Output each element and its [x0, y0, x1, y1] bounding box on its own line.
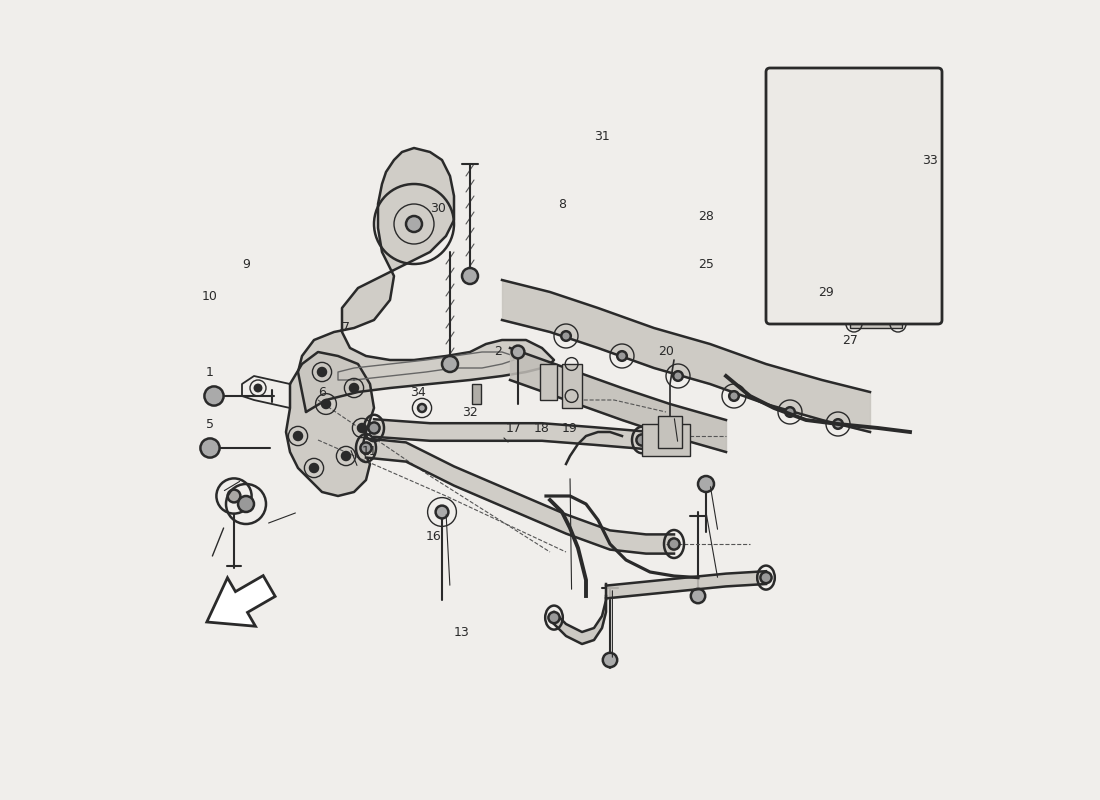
- Circle shape: [785, 407, 795, 417]
- Text: 5: 5: [206, 418, 214, 430]
- Circle shape: [368, 422, 379, 434]
- Text: 28: 28: [698, 210, 714, 222]
- FancyBboxPatch shape: [766, 68, 942, 324]
- Circle shape: [729, 391, 739, 401]
- Text: 9: 9: [242, 258, 250, 270]
- Polygon shape: [286, 352, 374, 496]
- Circle shape: [361, 442, 372, 454]
- Text: 16: 16: [426, 530, 442, 542]
- Circle shape: [637, 434, 648, 446]
- Circle shape: [350, 384, 358, 392]
- Text: 10: 10: [202, 290, 218, 302]
- Text: 25: 25: [698, 258, 714, 270]
- Circle shape: [834, 288, 842, 296]
- Text: 2: 2: [494, 346, 502, 358]
- Bar: [472, 384, 481, 404]
- Circle shape: [228, 490, 241, 502]
- Text: 32: 32: [462, 406, 477, 418]
- Circle shape: [418, 404, 426, 412]
- Text: 20: 20: [658, 346, 674, 358]
- Circle shape: [691, 589, 705, 603]
- Circle shape: [617, 351, 627, 361]
- Circle shape: [669, 538, 680, 550]
- Circle shape: [200, 438, 220, 458]
- Circle shape: [847, 225, 861, 239]
- Text: 19: 19: [562, 422, 578, 434]
- Text: 17: 17: [506, 422, 521, 434]
- Text: 29: 29: [818, 286, 834, 298]
- Text: 8: 8: [558, 198, 566, 210]
- Text: 11: 11: [362, 446, 378, 458]
- Circle shape: [436, 506, 449, 518]
- Circle shape: [358, 424, 366, 432]
- Text: 18: 18: [535, 422, 550, 434]
- Text: 13: 13: [454, 626, 470, 638]
- Circle shape: [549, 612, 560, 623]
- Circle shape: [342, 452, 350, 460]
- Text: 1: 1: [206, 366, 213, 378]
- Circle shape: [255, 385, 261, 391]
- Circle shape: [238, 496, 254, 512]
- Text: 30: 30: [430, 202, 446, 214]
- Bar: [540, 364, 558, 400]
- Circle shape: [322, 400, 330, 408]
- Circle shape: [318, 368, 326, 376]
- Bar: [642, 424, 690, 456]
- Circle shape: [462, 268, 478, 284]
- Circle shape: [561, 331, 571, 341]
- Circle shape: [294, 432, 302, 440]
- Polygon shape: [207, 576, 275, 626]
- Circle shape: [310, 464, 318, 472]
- Bar: [850, 256, 902, 328]
- Polygon shape: [298, 148, 554, 412]
- Text: 31: 31: [594, 130, 609, 142]
- Circle shape: [512, 346, 525, 358]
- Bar: [562, 364, 582, 408]
- Text: 7: 7: [342, 322, 350, 334]
- Circle shape: [205, 386, 223, 406]
- Text: 6: 6: [318, 386, 326, 398]
- Text: 27: 27: [843, 334, 858, 346]
- Circle shape: [673, 371, 683, 381]
- Circle shape: [406, 216, 422, 232]
- Text: 33: 33: [922, 154, 938, 166]
- Circle shape: [760, 572, 771, 583]
- Text: 34: 34: [410, 386, 426, 398]
- Circle shape: [698, 476, 714, 492]
- Circle shape: [603, 653, 617, 667]
- Circle shape: [833, 419, 843, 429]
- Circle shape: [442, 356, 458, 372]
- Bar: [658, 416, 682, 448]
